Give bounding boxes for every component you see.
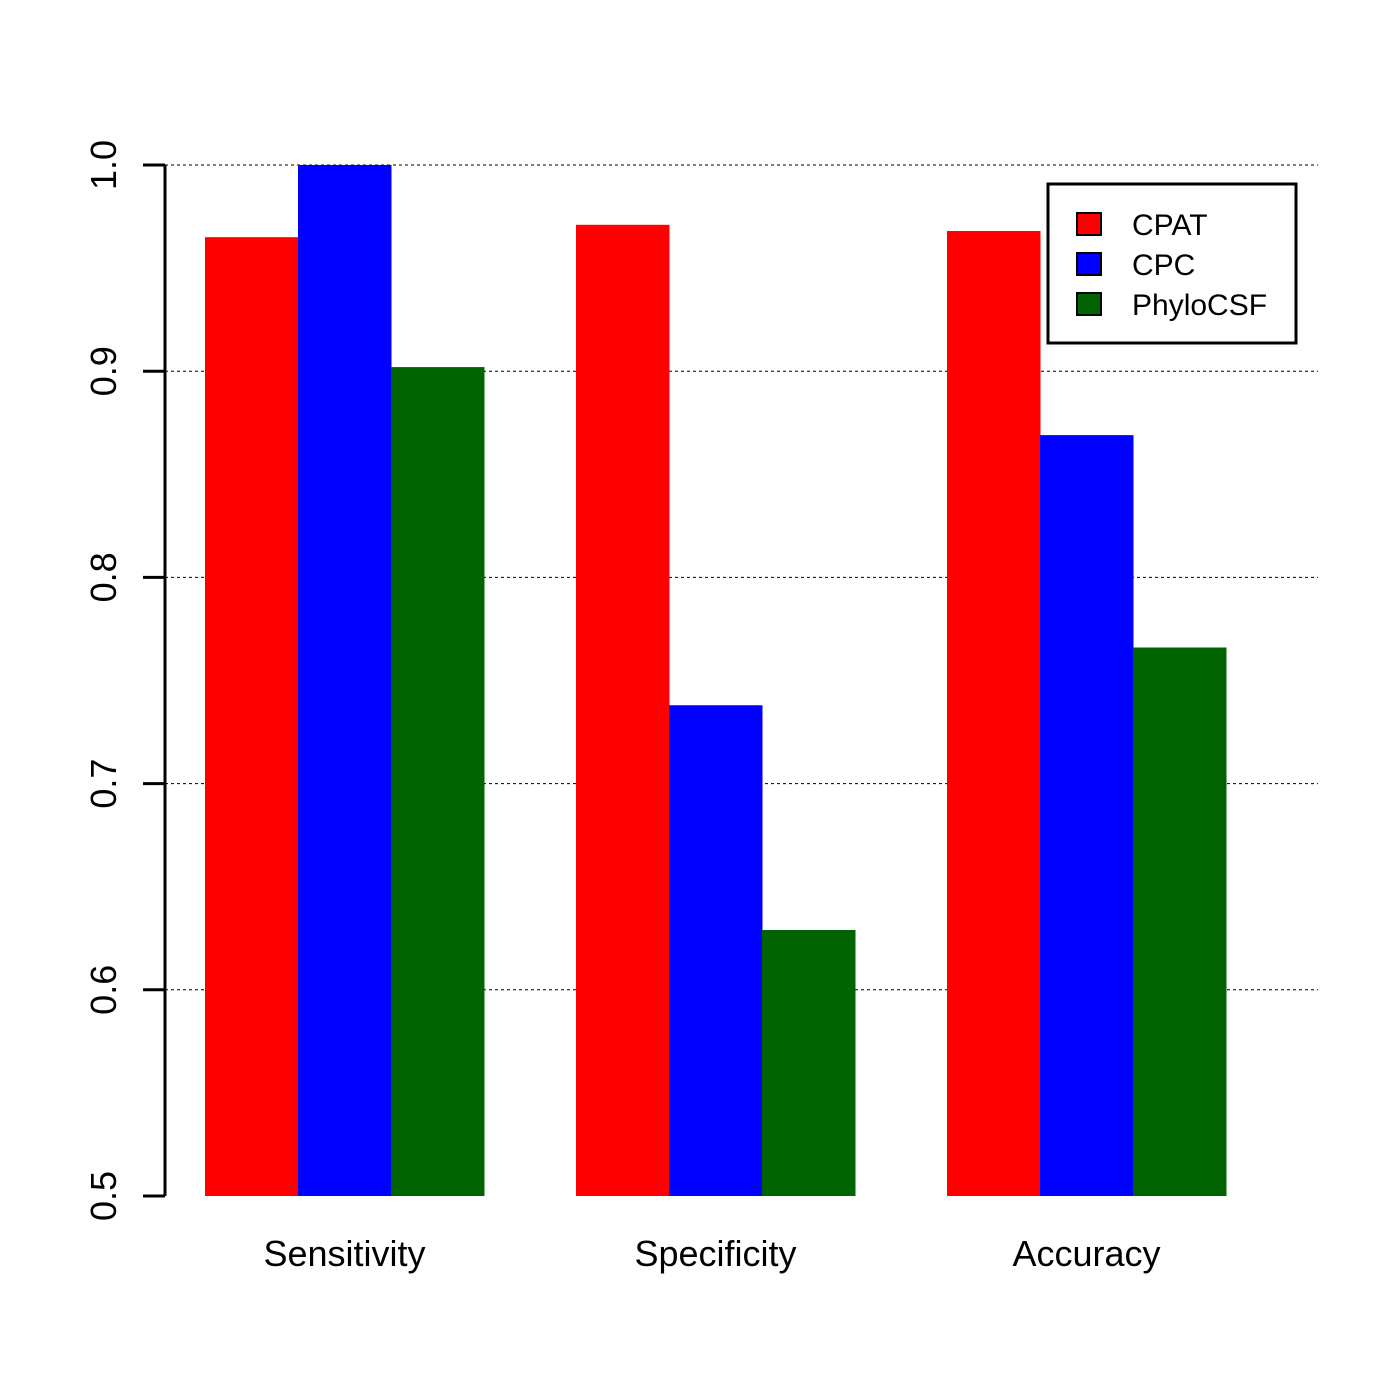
legend-swatch-cpc <box>1076 252 1102 276</box>
legend: CPAT CPC PhyloCSF <box>1046 182 1298 345</box>
bar-phylocsf-specificity <box>762 930 856 1196</box>
y-tick-label: 0.8 <box>83 552 124 602</box>
bar-phylocsf-accuracy <box>1133 647 1227 1196</box>
category-labels: Sensitivity Specificity Accuracy <box>263 1233 1160 1274</box>
legend-swatch-cpat <box>1076 212 1102 236</box>
y-axis: 0.5 0.6 0.7 0.8 0.9 1.0 <box>83 140 167 1221</box>
legend-label-phylocsf: PhyloCSF <box>1132 289 1267 322</box>
category-label: Specificity <box>634 1233 796 1274</box>
bar-cpc-accuracy <box>1040 435 1134 1196</box>
legend-label-cpc: CPC <box>1132 249 1195 282</box>
bar-cpc-sensitivity <box>298 165 392 1196</box>
bar-cpat-sensitivity <box>205 237 299 1197</box>
y-tick-label: 0.9 <box>83 346 124 396</box>
y-tick-label: 1.0 <box>83 140 124 190</box>
category-label: Sensitivity <box>263 1233 425 1274</box>
bar-cpat-accuracy <box>947 230 1041 1196</box>
bars <box>205 165 1227 1197</box>
legend-label-cpat: CPAT <box>1132 209 1208 242</box>
y-tick-label: 0.5 <box>83 1171 124 1221</box>
y-tick-label: 0.7 <box>83 759 124 809</box>
y-tick-label: 0.6 <box>83 965 124 1015</box>
bar-cpc-specificity <box>669 705 763 1196</box>
bar-cpat-specificity <box>576 224 670 1197</box>
bar-phylocsf-sensitivity <box>391 367 485 1196</box>
legend-swatch-phylocsf <box>1076 292 1102 316</box>
category-label: Accuracy <box>1012 1233 1160 1274</box>
